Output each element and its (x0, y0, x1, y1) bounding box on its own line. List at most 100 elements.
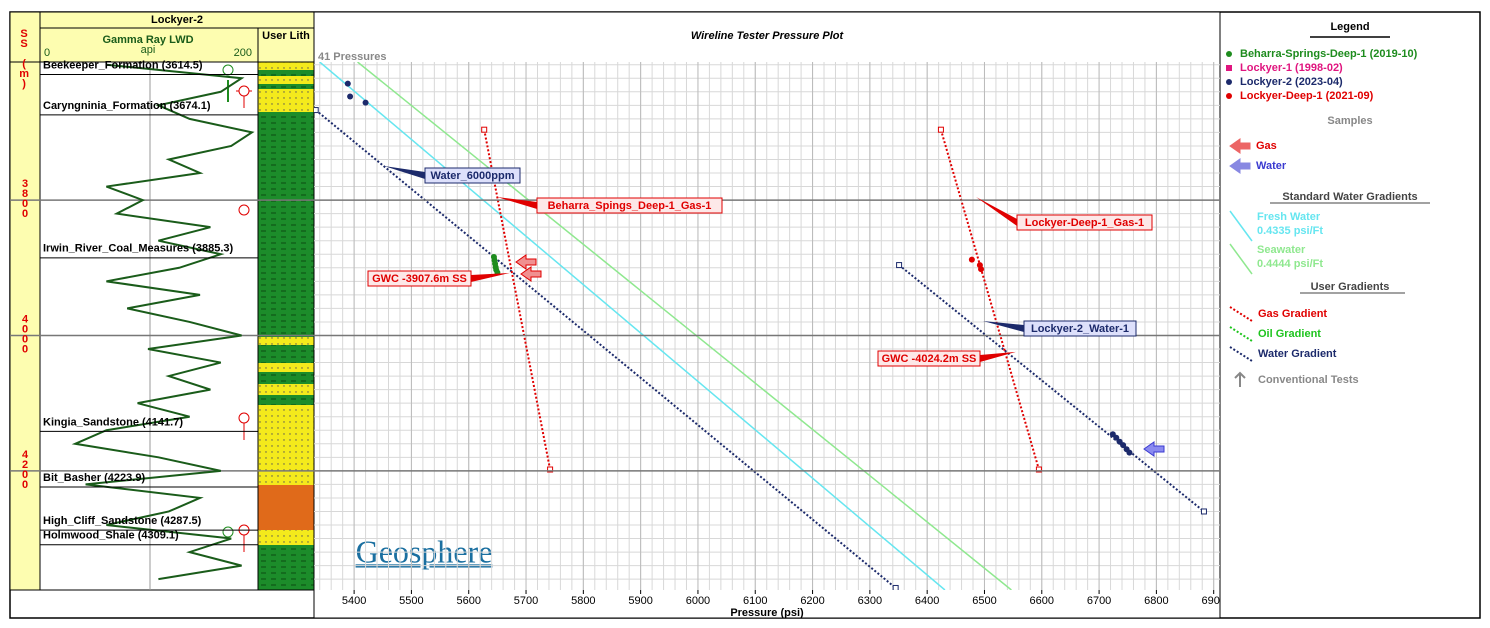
well-name: Lockyer-2 (151, 14, 203, 26)
depth-label: SS (m) (18, 28, 30, 89)
gradient-end (1200, 508, 1207, 515)
user-gradient (483, 129, 552, 470)
legend-title: Legend (1330, 21, 1369, 33)
legend-entry: Beharra-Springs-Deep-1 (2019-10) (1240, 48, 1418, 60)
legend-marker (1226, 93, 1232, 99)
legend-heading: User Gradients (1311, 281, 1390, 293)
formation-label: Kingia_Sandstone (4141.7) (43, 416, 183, 428)
x-tick-label: 5500 (399, 595, 423, 607)
user-gradient (315, 109, 897, 589)
annotation-text: Beharra_Spings_Deep-1_Gas-1 (548, 200, 712, 212)
leader (471, 272, 510, 282)
y-tick-label: 4000 (19, 313, 31, 353)
pressure-point (968, 256, 975, 263)
x-tick-label: 5800 (571, 595, 595, 607)
y-tick-label: 4200 (19, 449, 31, 489)
leader (980, 351, 1016, 362)
legend-entry: Seawater (1257, 244, 1306, 256)
legend-entry: Water (1256, 160, 1287, 172)
depth-track (9, 61, 41, 591)
gr-tick-label: 0 (44, 47, 50, 59)
formation-label: Irwin_River_Coal_Measures (3885.3) (43, 243, 233, 255)
annotation-box (1023, 320, 1137, 337)
standard-gradient (357, 62, 1012, 590)
legend-entry: Gas (1256, 140, 1277, 152)
legend-marker (1226, 51, 1232, 57)
x-tick-label: 6400 (915, 595, 939, 607)
gr-title: Gamma Ray LWD (102, 34, 193, 46)
legend-swatch (1229, 306, 1253, 322)
gradient-end (892, 584, 899, 590)
x-tick-label: 6900 (1201, 595, 1225, 607)
plot-title: Wireline Tester Pressure Plot (691, 30, 845, 42)
x-tick-label: 6700 (1087, 595, 1111, 607)
legend-arrow (1229, 158, 1251, 174)
gr-tick-label: 200 (234, 47, 252, 59)
pressure-point (978, 266, 985, 273)
x-tick-label: 6000 (686, 595, 710, 607)
x-tick-label: 5700 (514, 595, 538, 607)
x-tick-label: 5900 (628, 595, 652, 607)
x-tick-label: 6300 (858, 595, 882, 607)
x-tick-label: 6600 (1030, 595, 1054, 607)
legend-entry: Lockyer-2 (2023-04) (1240, 76, 1343, 88)
formation-label: High_Cliff_Sandstone (4287.5) (43, 515, 202, 527)
x-tick-label: 5400 (342, 595, 366, 607)
user-gradient (898, 264, 1205, 513)
legend-entry: 0.4335 psi/Ft (1257, 225, 1323, 237)
annotation-text: Lockyer-Deep-1_Gas-1 (1025, 217, 1144, 229)
gradient-end (1035, 466, 1042, 473)
legend-entry: Lockyer-1 (1998-02) (1240, 62, 1343, 74)
pressure-point (1126, 449, 1133, 456)
x-axis-label: Pressure (psi) (730, 607, 804, 619)
gradient-end (314, 107, 319, 114)
leader (497, 197, 537, 209)
gradient-end (547, 466, 554, 473)
x-tick-label: 6200 (800, 595, 824, 607)
watermark: Geosphere (356, 533, 493, 569)
legend-entry: Conventional Tests (1258, 374, 1359, 386)
formation-label: Holmwood_Shale (4309.1) (43, 530, 179, 542)
legend-heading: Samples (1327, 115, 1372, 127)
user-gradient (939, 129, 1040, 470)
legend-entry: Oil Gradient (1258, 328, 1321, 340)
pressure-point (344, 80, 351, 87)
legend-marker (1226, 65, 1232, 71)
gamma-ray-curve (71, 63, 255, 581)
standard-gradient (319, 62, 946, 590)
lithology (257, 61, 315, 591)
x-tick-label: 5600 (456, 595, 480, 607)
legend-entry: Fresh Water (1257, 211, 1321, 223)
legend-entry: Lockyer-Deep-1 (2021-09) (1240, 90, 1374, 102)
pressure-point (1120, 442, 1127, 449)
legend-swatch (1229, 346, 1253, 362)
formation-label: Caryngninia_Formation (3674.1) (43, 100, 211, 112)
gr-unit: api (141, 44, 156, 56)
legend-swatch (1229, 210, 1253, 242)
pressure-point (362, 99, 369, 106)
formation-label: Beekeeper_Formation (3614.5) (43, 59, 203, 71)
lith-title: User Lith (262, 30, 310, 42)
gr-track (39, 61, 259, 591)
legend-swatch (1229, 243, 1253, 275)
x-tick-label: 6800 (1144, 595, 1168, 607)
annotation-text: Water_6000ppm (431, 170, 515, 182)
track-header (9, 11, 315, 63)
gradient-end (896, 262, 903, 269)
gradient-end (481, 126, 488, 133)
legend-heading: Standard Water Gradients (1282, 191, 1417, 203)
legend-entry: 0.4444 psi/Ft (1257, 258, 1323, 270)
formation-label: Bit_Basher (4223.9) (43, 472, 145, 484)
annotation-text: GWC -4024.2m SS (882, 353, 977, 365)
legend-arrow (1229, 138, 1251, 154)
legend-marker (1226, 79, 1232, 85)
x-tick-label: 6100 (743, 595, 767, 607)
legend-swatch (1229, 326, 1253, 342)
sample-arrows (515, 254, 1165, 457)
legend-entry: Gas Gradient (1258, 308, 1327, 320)
gradient-end (937, 126, 944, 133)
annotation-box (1016, 214, 1153, 231)
annotation-box (536, 197, 723, 214)
annotation-text: Lockyer-2_Water-1 (1031, 323, 1129, 335)
